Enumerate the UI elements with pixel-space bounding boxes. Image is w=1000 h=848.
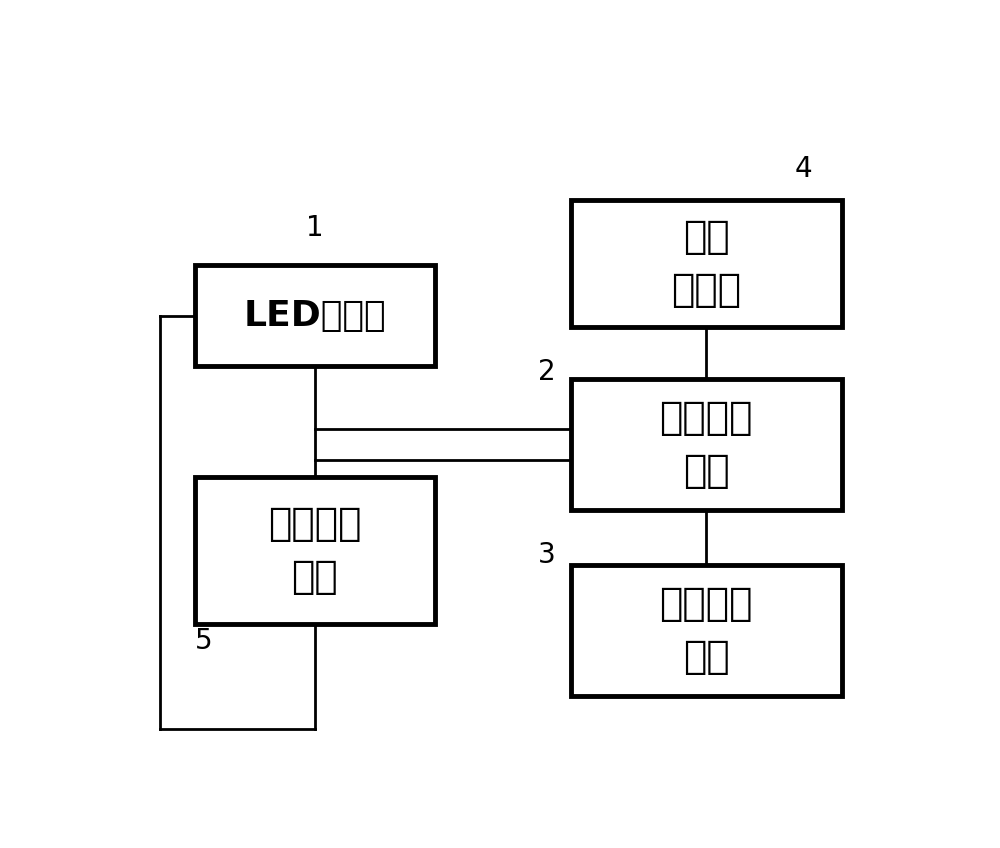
Text: 2: 2 [538, 358, 555, 386]
Text: LED组电路: LED组电路 [244, 298, 386, 332]
FancyBboxPatch shape [195, 477, 435, 624]
Text: 4: 4 [794, 155, 812, 183]
Text: 闭环连接
电路: 闭环连接 电路 [268, 505, 362, 596]
Text: 1: 1 [306, 215, 324, 243]
FancyBboxPatch shape [571, 566, 842, 696]
Text: 误差放大
电路: 误差放大 电路 [660, 399, 753, 490]
Text: 3: 3 [537, 541, 555, 569]
Text: 5: 5 [195, 628, 212, 656]
Text: 基准
电压源: 基准 电压源 [671, 218, 741, 309]
FancyBboxPatch shape [571, 199, 842, 327]
Text: 电源控制
电路: 电源控制 电路 [660, 585, 753, 676]
FancyBboxPatch shape [195, 265, 435, 366]
FancyBboxPatch shape [571, 379, 842, 510]
